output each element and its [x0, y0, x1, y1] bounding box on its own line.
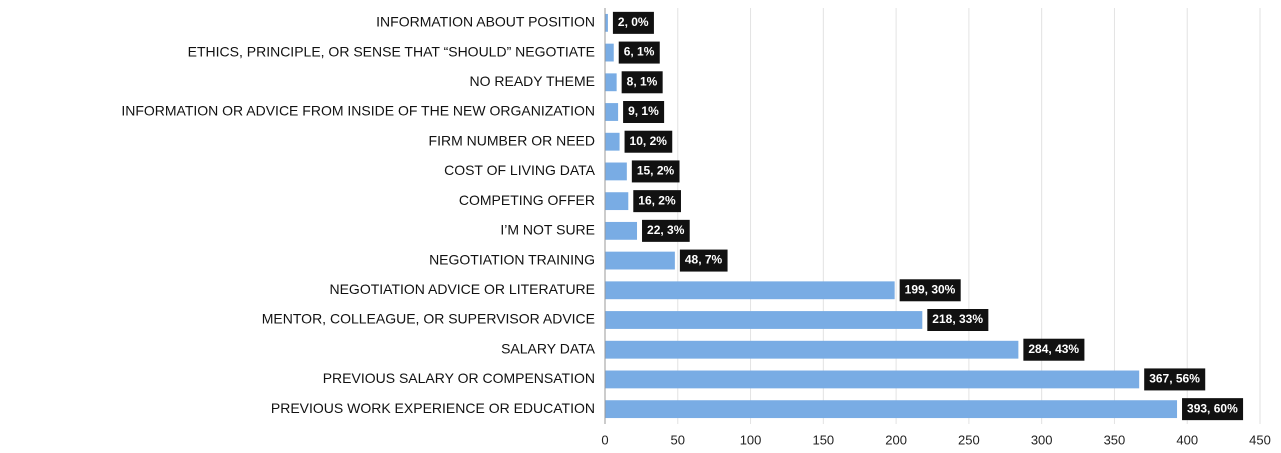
y-tick-label: INFORMATION OR ADVICE FROM INSIDE OF THE…	[121, 103, 595, 119]
value-label-bg	[679, 249, 728, 272]
value-label: 218, 33%	[932, 312, 983, 326]
x-tick-label: 200	[885, 432, 907, 447]
value-label-bg	[624, 130, 673, 153]
bar	[605, 400, 1178, 419]
bar	[605, 340, 1019, 359]
value-label-bg	[623, 101, 665, 123]
bar	[605, 43, 614, 62]
value-label-bg	[927, 309, 989, 331]
y-tick-label: MENTOR, COLLEAGUE, OR SUPERVISOR ADVICE	[262, 311, 595, 327]
y-tick-label: NEGOTIATION TRAINING	[429, 251, 595, 267]
y-tick-label: COMPETING OFFER	[459, 192, 595, 208]
x-tick-label: 100	[740, 432, 762, 447]
y-tick-label: NEGOTIATION ADVICE OR LITERATURE	[329, 281, 595, 297]
bar	[605, 132, 620, 151]
value-label-bg	[612, 11, 654, 34]
bar	[605, 221, 638, 240]
value-label-bg	[642, 219, 690, 242]
value-label-bg	[899, 279, 961, 302]
x-tick-label: 0	[601, 432, 608, 447]
x-tick-label: 50	[671, 432, 685, 447]
value-label: 393, 60%	[1187, 401, 1238, 415]
bar	[605, 162, 627, 181]
y-tick-label: FIRM NUMBER OR NEED	[429, 132, 595, 148]
y-tick-label: INFORMATION ABOUT POSITION	[376, 14, 595, 30]
bar	[605, 192, 629, 211]
value-label: 8, 1%	[627, 74, 658, 88]
value-label: 16, 2%	[638, 193, 676, 207]
value-label: 284, 43%	[1028, 342, 1079, 356]
value-label-bg	[633, 190, 681, 213]
y-tick-label: ETHICS, PRINCIPLE, OR SENSE THAT “SHOULD…	[188, 43, 595, 59]
value-label: 10, 2%	[630, 134, 668, 148]
value-label-bg	[1023, 338, 1085, 361]
x-tick-label: 350	[1104, 432, 1126, 447]
y-tick-label: PREVIOUS WORK EXPERIENCE OR EDUCATION	[271, 400, 595, 416]
x-tick-label: 450	[1249, 432, 1271, 447]
bar	[605, 103, 619, 121]
y-tick-label: PREVIOUS SALARY OR COMPENSATION	[323, 370, 595, 386]
value-label: 22, 3%	[647, 223, 685, 237]
x-tick-label: 150	[812, 432, 834, 447]
bar	[605, 370, 1140, 389]
x-tick-label: 250	[958, 432, 980, 447]
x-tick-label: 400	[1176, 432, 1198, 447]
value-label: 15, 2%	[637, 164, 675, 178]
value-label-bg	[631, 160, 680, 183]
value-label-bg	[618, 41, 660, 64]
value-label: 48, 7%	[685, 253, 723, 267]
y-tick-label: COST OF LIVING DATA	[444, 162, 596, 178]
bar	[605, 311, 923, 329]
value-label-bg	[1144, 368, 1206, 391]
bar	[605, 281, 895, 300]
value-label: 2, 0%	[618, 15, 649, 29]
bar	[605, 251, 675, 270]
y-tick-label: SALARY DATA	[501, 340, 596, 356]
bar	[605, 73, 617, 92]
y-tick-label: NO READY THEME	[469, 73, 595, 89]
value-label: 9, 1%	[628, 104, 659, 118]
value-label-bg	[621, 71, 663, 94]
x-tick-label: 300	[1031, 432, 1053, 447]
value-label: 6, 1%	[624, 45, 655, 59]
value-label: 199, 30%	[905, 282, 956, 296]
y-tick-label: I’M NOT SURE	[500, 222, 595, 238]
value-label-bg	[1182, 398, 1244, 421]
bar	[605, 13, 608, 32]
value-label: 367, 56%	[1149, 372, 1200, 386]
